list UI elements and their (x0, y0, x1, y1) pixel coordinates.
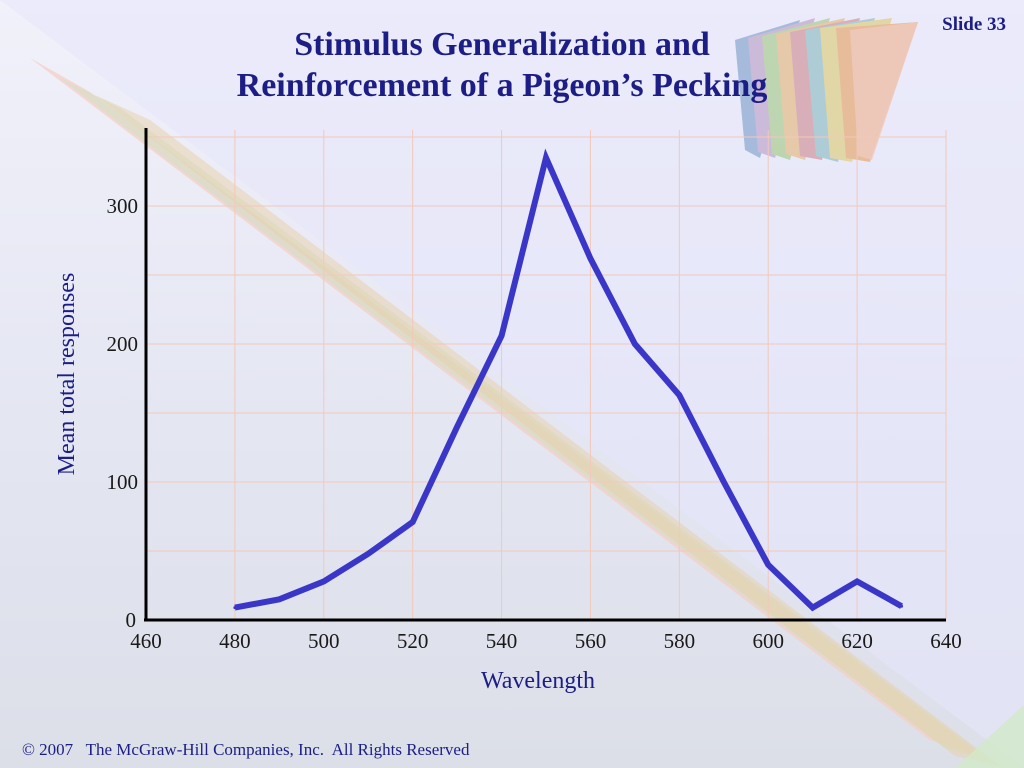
x-tick-label: 580 (664, 629, 696, 653)
diagonal-ribbon-tan (95, 95, 1000, 766)
x-axis-title: Wavelength (481, 668, 595, 694)
slide-number: Slide 33 (942, 14, 1006, 35)
data-point (277, 597, 281, 601)
chart-grid (146, 130, 947, 620)
data-point (366, 552, 370, 556)
x-tick-label: 480 (219, 629, 251, 653)
data-point (233, 606, 237, 610)
data-point (588, 256, 592, 260)
book-pages-ornament (735, 18, 918, 162)
data-point (544, 156, 548, 160)
y-tick-label: 300 (107, 194, 139, 218)
x-tick-labels: 460 480 500 520 540 560 580 600 620 640 (130, 629, 962, 653)
data-point (411, 520, 415, 524)
corner-leaf-shape (955, 705, 1024, 768)
data-point (855, 579, 859, 583)
data-point (900, 604, 904, 608)
data-point (500, 334, 504, 338)
y-tick-label: 0 (126, 608, 137, 632)
x-tick-label: 460 (130, 629, 162, 653)
x-tick-label: 600 (752, 629, 784, 653)
data-point (722, 480, 726, 484)
y-tick-label: 100 (107, 470, 139, 494)
slide-title: Stimulus Generalization and Reinforcemen… (150, 24, 854, 106)
data-point (455, 425, 459, 429)
y-tick-label: 200 (107, 332, 139, 356)
x-tick-label: 500 (308, 629, 340, 653)
series-points (233, 156, 904, 610)
x-tick-label: 520 (397, 629, 429, 653)
data-point (811, 606, 815, 610)
x-tick-label: 540 (486, 629, 518, 653)
copyright-footer: © 2007 The McGraw-Hill Companies, Inc. A… (22, 740, 470, 759)
x-tick-label: 560 (575, 629, 607, 653)
x-tick-label: 640 (930, 629, 962, 653)
title-line-1: Stimulus Generalization and (294, 26, 710, 63)
y-tick-labels: 0 100 200 300 (107, 194, 139, 632)
data-point (633, 342, 637, 346)
x-tick-label: 620 (841, 629, 873, 653)
data-point (322, 579, 326, 583)
data-point (677, 393, 681, 397)
y-axis-title: Mean total responses (54, 273, 80, 476)
series-line (234, 148, 904, 612)
title-line-2: Reinforcement of a Pigeon’s Pecking (236, 67, 768, 104)
data-point (766, 563, 770, 567)
